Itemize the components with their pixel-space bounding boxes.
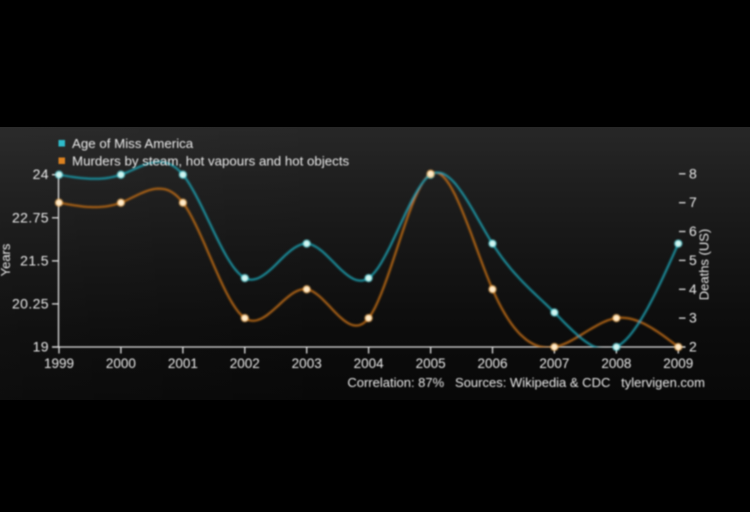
svg-text:2008: 2008 [601, 356, 631, 371]
svg-text:22.75: 22.75 [12, 209, 49, 225]
svg-text:Correlation: 87% Sources: Wi: Correlation: 87% Sources: Wikipedia & CD… [347, 375, 705, 390]
svg-text:Deaths (US): Deaths (US) [697, 229, 712, 301]
svg-text:2009: 2009 [663, 356, 693, 371]
svg-text:Murders by steam, hot vapours: Murders by steam, hot vapours and hot ob… [72, 154, 350, 169]
svg-text:2006: 2006 [477, 356, 507, 371]
svg-text:21.5: 21.5 [20, 252, 49, 268]
svg-text:2004: 2004 [354, 356, 385, 371]
svg-text:7: 7 [689, 194, 697, 210]
svg-text:3: 3 [689, 310, 697, 326]
svg-text:2005: 2005 [416, 356, 446, 371]
svg-text:4: 4 [689, 281, 697, 297]
svg-text:2001: 2001 [168, 356, 198, 371]
svg-text:2002: 2002 [230, 356, 260, 371]
svg-text:Years: Years [0, 243, 13, 276]
svg-text:5: 5 [689, 252, 697, 268]
svg-text:2007: 2007 [539, 356, 569, 371]
svg-text:2000: 2000 [106, 356, 136, 371]
svg-text:8: 8 [689, 165, 697, 181]
svg-text:2003: 2003 [292, 356, 322, 371]
svg-text:6: 6 [689, 223, 697, 239]
svg-text:20.25: 20.25 [12, 295, 49, 311]
svg-text:19: 19 [33, 339, 49, 355]
svg-text:24: 24 [33, 166, 49, 182]
svg-text:Age of Miss America: Age of Miss America [72, 136, 194, 151]
svg-text:2: 2 [689, 339, 697, 355]
svg-text:1999: 1999 [44, 356, 74, 371]
